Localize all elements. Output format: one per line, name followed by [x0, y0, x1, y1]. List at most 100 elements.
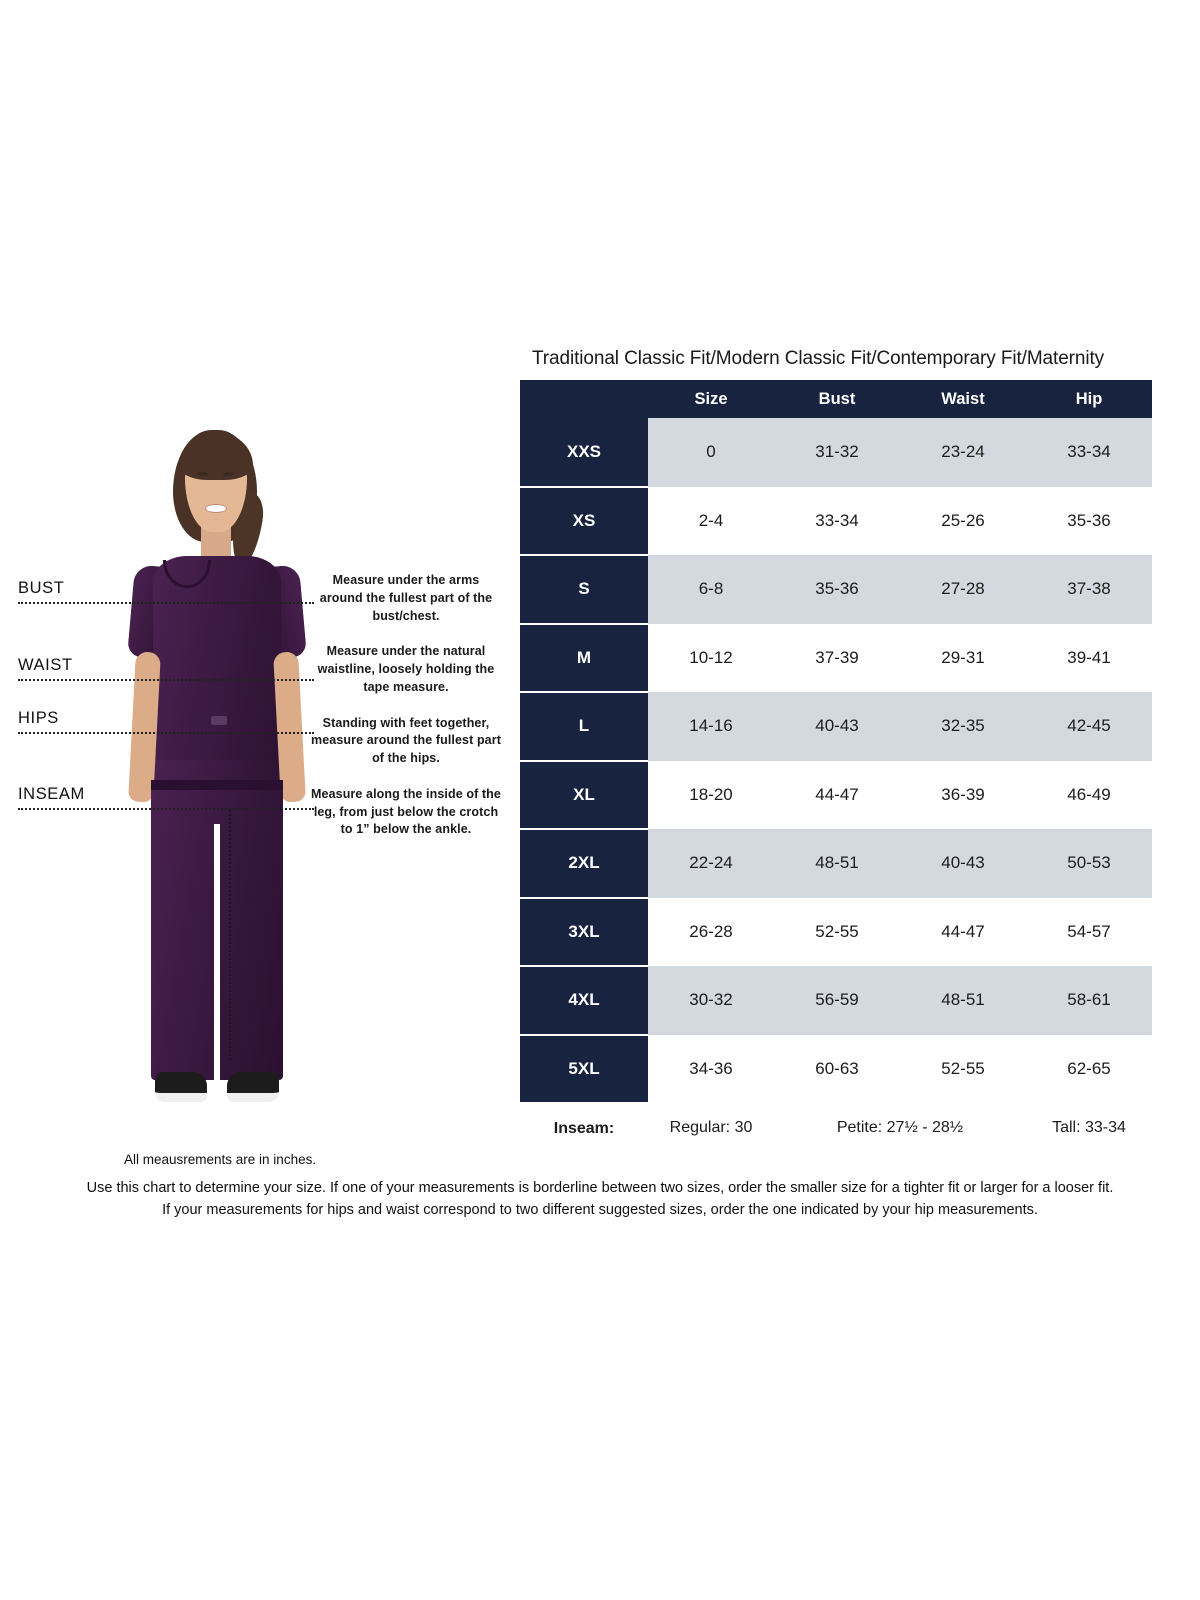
table-row: 5XL 34-36 60-63 52-55 62-65 [520, 1034, 1152, 1104]
cell-size: 10-12 [648, 623, 774, 692]
table-header: Size Bust Waist Hip [520, 380, 1152, 418]
inseam-row: Inseam: Regular: 30 Petite: 27½ - 28½ Ta… [520, 1103, 1152, 1153]
cell-hip: 39-41 [1026, 623, 1152, 692]
row-size-label: S [520, 555, 648, 625]
cell-waist: 25-26 [900, 486, 1026, 555]
hair-front [179, 432, 253, 480]
cell-size: 2-4 [648, 486, 774, 555]
shoe-right [227, 1072, 279, 1102]
scrub-top [153, 556, 281, 794]
cell-bust: 56-59 [774, 966, 900, 1035]
table-row: 2XL 22-24 48-51 40-43 50-53 [520, 829, 1152, 899]
measurement-instructions: Measure under the arms around the fulles… [310, 572, 502, 857]
footer-notes: Use this chart to determine your size. I… [0, 1178, 1200, 1222]
cell-waist: 48-51 [900, 966, 1026, 1035]
instruction-bust: Measure under the arms around the fulles… [319, 573, 493, 623]
inseam-measure-marker: INSEAM [18, 786, 318, 810]
hips-measure-marker: HIPS [18, 710, 318, 734]
cell-hip: 37-38 [1026, 555, 1152, 624]
instruction-inseam: Measure along the inside of the leg, fro… [311, 786, 501, 837]
header-blank [520, 380, 648, 418]
leg-separation [214, 824, 220, 1080]
cell-hip: 58-61 [1026, 966, 1152, 1035]
eyebrow-left [196, 465, 209, 468]
header-bust: Bust [774, 380, 900, 418]
cell-bust: 37-39 [774, 623, 900, 692]
inseam-row-label: Inseam: [520, 1103, 648, 1153]
cell-bust: 35-36 [774, 555, 900, 624]
cell-hip: 42-45 [1026, 692, 1152, 761]
hips-dotted-line [18, 731, 314, 734]
table-row: XL 18-20 44-47 36-39 46-49 [520, 760, 1152, 830]
cell-size: 18-20 [648, 760, 774, 829]
table-row: XXS 0 31-32 23-24 33-34 [520, 418, 1152, 488]
footer-line-1: Use this chart to determine your size. I… [86, 1180, 1114, 1196]
eye-right [223, 472, 234, 476]
pants-waistband [151, 780, 283, 790]
cell-hip: 54-57 [1026, 897, 1152, 966]
cell-waist: 27-28 [900, 555, 1026, 624]
cell-bust: 60-63 [774, 1034, 900, 1103]
row-size-label: XXS [520, 418, 648, 488]
instruction-waist: Measure under the natural waistline, loo… [317, 644, 495, 694]
cell-size: 22-24 [648, 829, 774, 898]
cell-waist: 44-47 [900, 897, 1026, 966]
row-size-label: 3XL [520, 897, 648, 967]
cell-hip: 50-53 [1026, 829, 1152, 898]
shoe-left [155, 1072, 207, 1102]
cell-waist: 32-35 [900, 692, 1026, 761]
table-row: L 14-16 40-43 32-35 42-45 [520, 692, 1152, 762]
bust-dotted-line [18, 601, 314, 604]
model-illustration [115, 420, 325, 1160]
inseam-regular: Regular: 30 [648, 1103, 774, 1153]
cell-hip: 33-34 [1026, 418, 1152, 487]
row-size-label: M [520, 623, 648, 693]
cell-bust: 52-55 [774, 897, 900, 966]
cell-hip: 35-36 [1026, 486, 1152, 555]
size-chart-table: Size Bust Waist Hip XXS 0 31-32 23-24 33… [520, 380, 1152, 1153]
table-row: M 10-12 37-39 29-31 39-41 [520, 623, 1152, 693]
header-size: Size [648, 380, 774, 418]
table-row: 4XL 30-32 56-59 48-51 58-61 [520, 966, 1152, 1036]
cell-size: 6-8 [648, 555, 774, 624]
inseam-label: INSEAM [18, 785, 85, 803]
cell-waist: 23-24 [900, 418, 1026, 487]
cell-hip: 46-49 [1026, 760, 1152, 829]
cell-waist: 52-55 [900, 1034, 1026, 1103]
cell-waist: 40-43 [900, 829, 1026, 898]
table-header-row: Size Bust Waist Hip [520, 380, 1152, 418]
cell-size: 34-36 [648, 1034, 774, 1103]
eye-left [197, 472, 208, 476]
row-size-label: XS [520, 486, 648, 556]
inseam-vertical-dotted-line [229, 810, 231, 1060]
bust-label: BUST [18, 579, 65, 597]
row-size-label: 5XL [520, 1034, 648, 1104]
cell-size: 0 [648, 418, 774, 487]
cell-bust: 31-32 [774, 418, 900, 487]
cell-waist: 29-31 [900, 623, 1026, 692]
cell-bust: 44-47 [774, 760, 900, 829]
bust-measure-marker: BUST [18, 580, 318, 604]
hips-label: HIPS [18, 709, 59, 727]
header-hip: Hip [1026, 380, 1152, 418]
cell-size: 14-16 [648, 692, 774, 761]
row-size-label: L [520, 692, 648, 762]
cell-bust: 48-51 [774, 829, 900, 898]
inseam-tall: Tall: 33-34 [1026, 1103, 1152, 1153]
waist-dotted-line [18, 678, 314, 681]
waist-measure-marker: WAIST [18, 657, 318, 681]
table-row: XS 2-4 33-34 25-26 35-36 [520, 486, 1152, 556]
row-size-label: XL [520, 760, 648, 830]
row-size-label: 2XL [520, 829, 648, 899]
cell-bust: 40-43 [774, 692, 900, 761]
waist-label: WAIST [18, 656, 73, 674]
footer-line-2: If your measurements for hips and waist … [162, 1201, 1038, 1218]
instruction-hips: Standing with feet together, measure aro… [311, 715, 501, 766]
brand-tag [211, 716, 227, 725]
inseam-petite: Petite: 27½ - 28½ [774, 1103, 1026, 1153]
mouth [205, 504, 227, 513]
cell-size: 26-28 [648, 897, 774, 966]
cell-size: 30-32 [648, 966, 774, 1035]
cell-bust: 33-34 [774, 486, 900, 555]
